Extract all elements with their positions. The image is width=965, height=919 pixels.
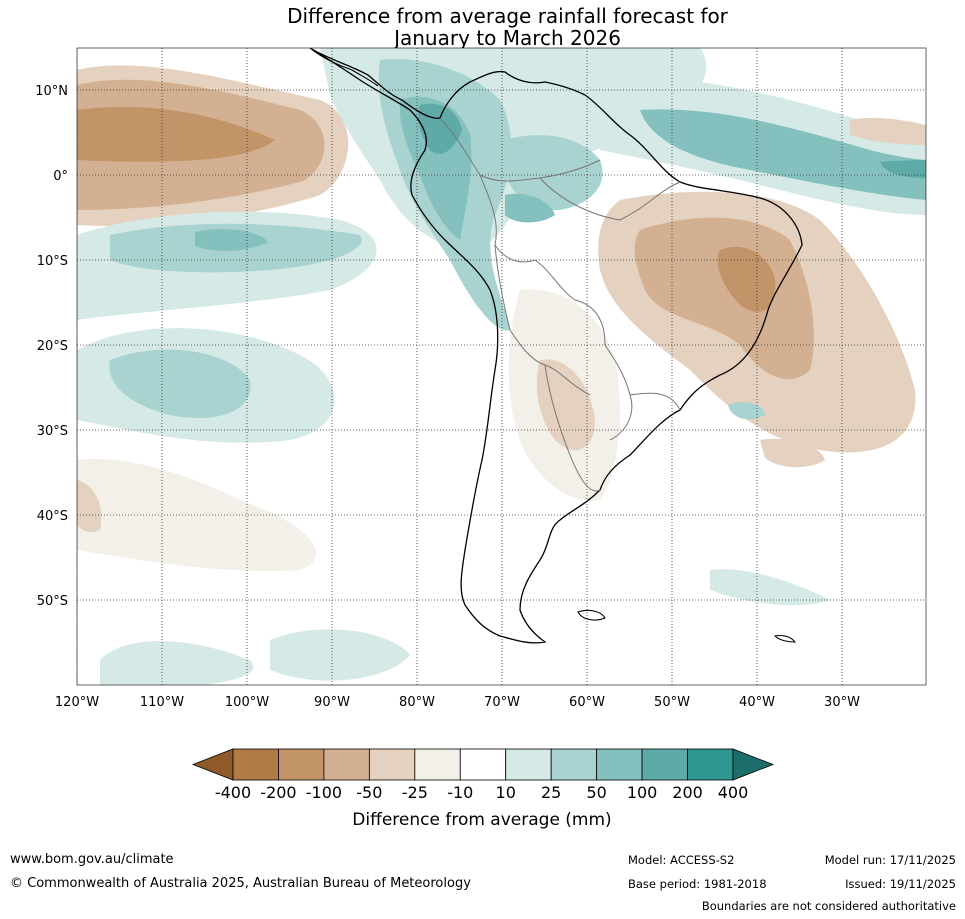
anomaly-dry-brazil-core xyxy=(717,246,776,312)
colorbar-swatch xyxy=(687,748,734,781)
lon-label: 60°W xyxy=(569,695,605,710)
title-line-2: January to March 2026 xyxy=(394,26,621,50)
lat-label: 10°N xyxy=(35,84,68,99)
anomaly-dry-argentina-core xyxy=(536,359,595,451)
footer-copyright: © Commonwealth of Australia 2025, Austra… xyxy=(10,876,471,891)
colorbar-swatch xyxy=(550,748,598,781)
anomaly-wet-amazon xyxy=(505,135,603,211)
anomaly-dry-atlantic-south xyxy=(760,438,825,468)
lon-label: 100°W xyxy=(225,695,269,710)
footer-model-run: Model run: 17/11/2025 xyxy=(824,853,956,867)
anomaly-dry-brazil-mid xyxy=(634,217,814,380)
colorbar-tick-label: -25 xyxy=(402,783,428,802)
anomaly-wet-atlantic-itcz-core xyxy=(880,160,926,178)
anomaly-wet-southwest-2 xyxy=(270,629,410,681)
footer-base-period: Base period: 1981-2018 xyxy=(628,877,767,891)
colorbar-tick-label: 25 xyxy=(541,783,561,802)
anomaly-dry-pacific-equatorial-core xyxy=(77,106,275,162)
map-panel xyxy=(77,48,926,685)
lat-label: 40°S xyxy=(37,509,68,524)
colorbar-tick-labels: -400 -200 -100 -50 -25 -10 10 25 50 100 200 400 xyxy=(215,783,748,802)
anomaly-wet-atlantic-south xyxy=(728,402,765,420)
colorbar-arrow-low xyxy=(191,748,234,781)
south-georgia xyxy=(773,635,797,643)
colorbar-swatch xyxy=(459,748,507,781)
anomaly-wet-south-atlantic-2 xyxy=(710,569,830,606)
footer-website[interactable]: www.bom.gov.au/climate xyxy=(10,852,174,867)
central-america-coastline xyxy=(309,48,379,87)
lon-label: 70°W xyxy=(484,695,520,710)
colorbar-swatch xyxy=(505,748,552,781)
anomaly-wet-pacific-25s-core xyxy=(109,349,251,419)
colorbar-tick-label: 10 xyxy=(496,783,516,802)
colorbar-swatch xyxy=(414,748,461,781)
longitude-labels: 120°W 110°W 100°W 90°W 80°W 70°W 60°W 50… xyxy=(55,695,860,710)
colorbar-swatch xyxy=(368,748,416,781)
anomaly-wet-atlantic-itcz-mid xyxy=(640,109,926,200)
anomaly-wet-amazon-core xyxy=(505,193,555,223)
title-line-1: Difference from average rainfall forecas… xyxy=(287,4,728,28)
south-america-coastline xyxy=(309,48,803,644)
lon-label: 90°W xyxy=(314,695,350,710)
colorbar-tick-label: 200 xyxy=(672,783,703,802)
colorbar-swatch xyxy=(323,748,370,781)
anomaly-dry-north-atlantic xyxy=(850,117,926,145)
falkland-islands xyxy=(577,609,606,621)
footer-issued: Issued: 19/11/2025 xyxy=(845,877,956,891)
colorbar-tick-label: 400 xyxy=(718,783,749,802)
footer-disclaimer: Boundaries are not considered authoritat… xyxy=(701,899,956,913)
lon-label: 40°W xyxy=(739,695,775,710)
chart-title: Difference from average rainfall forecas… xyxy=(0,5,965,49)
lat-label: 0° xyxy=(53,169,68,184)
colorbar-tick-label: -200 xyxy=(260,783,296,802)
footer-model: Model: ACCESS-S2 xyxy=(628,853,735,867)
anomaly-dry-pacific-45s-core xyxy=(77,480,102,533)
country-borders xyxy=(439,117,681,492)
colorbar-swatch xyxy=(596,748,643,781)
colorbar-swatch xyxy=(641,748,688,781)
colorbar-tick-label: -10 xyxy=(447,783,473,802)
colorbar-tick-label: -100 xyxy=(306,783,342,802)
lon-label: 50°W xyxy=(654,695,690,710)
lon-label: 80°W xyxy=(399,695,435,710)
colorbar-arrow-high xyxy=(732,748,775,781)
colorbar xyxy=(191,748,775,781)
colorbar-title: Difference from average (mm) xyxy=(352,810,611,830)
lon-label: 30°W xyxy=(824,695,860,710)
colorbar-tick-label: -50 xyxy=(356,783,382,802)
lat-label: 20°S xyxy=(37,339,68,354)
lon-label: 120°W xyxy=(55,695,99,710)
colorbar-tick-label: 50 xyxy=(586,783,606,802)
anomaly-dry-pacific-45s xyxy=(77,459,317,571)
lat-label: 10°S xyxy=(37,254,68,269)
colorbar-swatch xyxy=(278,748,325,781)
lon-label: 110°W xyxy=(140,695,184,710)
anomaly-wet-southwest xyxy=(100,641,254,685)
colorbar-tick-label: 100 xyxy=(627,783,658,802)
lat-label: 30°S xyxy=(37,424,68,439)
gridlines xyxy=(77,48,926,685)
anomaly-wet-pacific-10s-core xyxy=(195,229,268,251)
colorbar-tick-label: -400 xyxy=(215,783,251,802)
lat-label: 50°S xyxy=(37,594,68,609)
map-frame xyxy=(76,47,927,686)
colorbar-swatch xyxy=(232,748,279,781)
latitude-labels: 10°N 0° 10°S 20°S 30°S 40°S 50°S xyxy=(35,84,68,609)
